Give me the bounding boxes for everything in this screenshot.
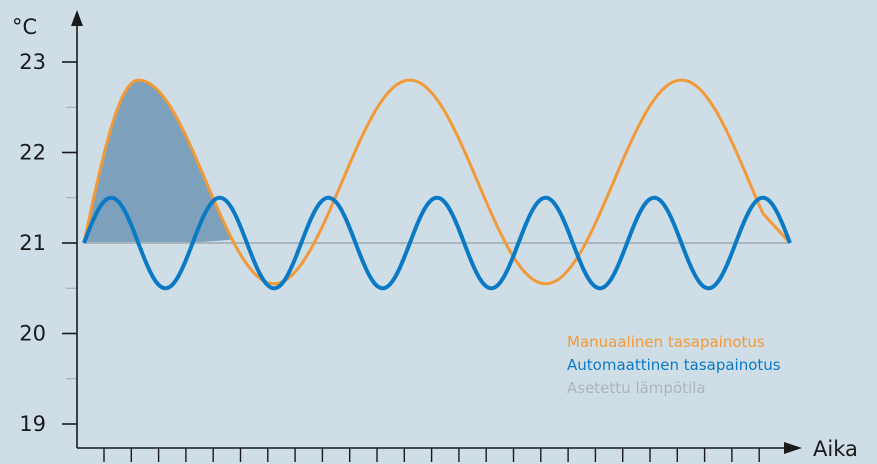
legend-item-manuaalinen-tasapainotus: Manuaalinen tasapainotus bbox=[567, 333, 765, 351]
y-tick-label: 21 bbox=[19, 231, 46, 255]
legend-item-asetettu-lampotila: Asetettu lämpötila bbox=[567, 379, 706, 397]
y-tick-label: 22 bbox=[19, 141, 46, 165]
x-axis-label: Aika bbox=[813, 437, 858, 461]
x-axis-arrow-icon bbox=[784, 442, 802, 454]
y-tick-label: 19 bbox=[19, 412, 46, 436]
series-line-manuaalinen-tasapainotus bbox=[82, 78, 792, 286]
shaded-area bbox=[84, 80, 233, 243]
y-axis-arrow-icon bbox=[71, 10, 83, 26]
legend-item-automaattinen-tasapainotus: Automaattinen tasapainotus bbox=[567, 356, 781, 374]
y-axis-label: °C bbox=[12, 15, 37, 39]
y-tick-label: 20 bbox=[19, 322, 46, 346]
y-tick-label: 23 bbox=[19, 50, 46, 74]
legend: Manuaalinen tasapainotus Automaattinen t… bbox=[567, 333, 781, 397]
series-line-automaattinen-tasapainotus bbox=[82, 195, 792, 291]
